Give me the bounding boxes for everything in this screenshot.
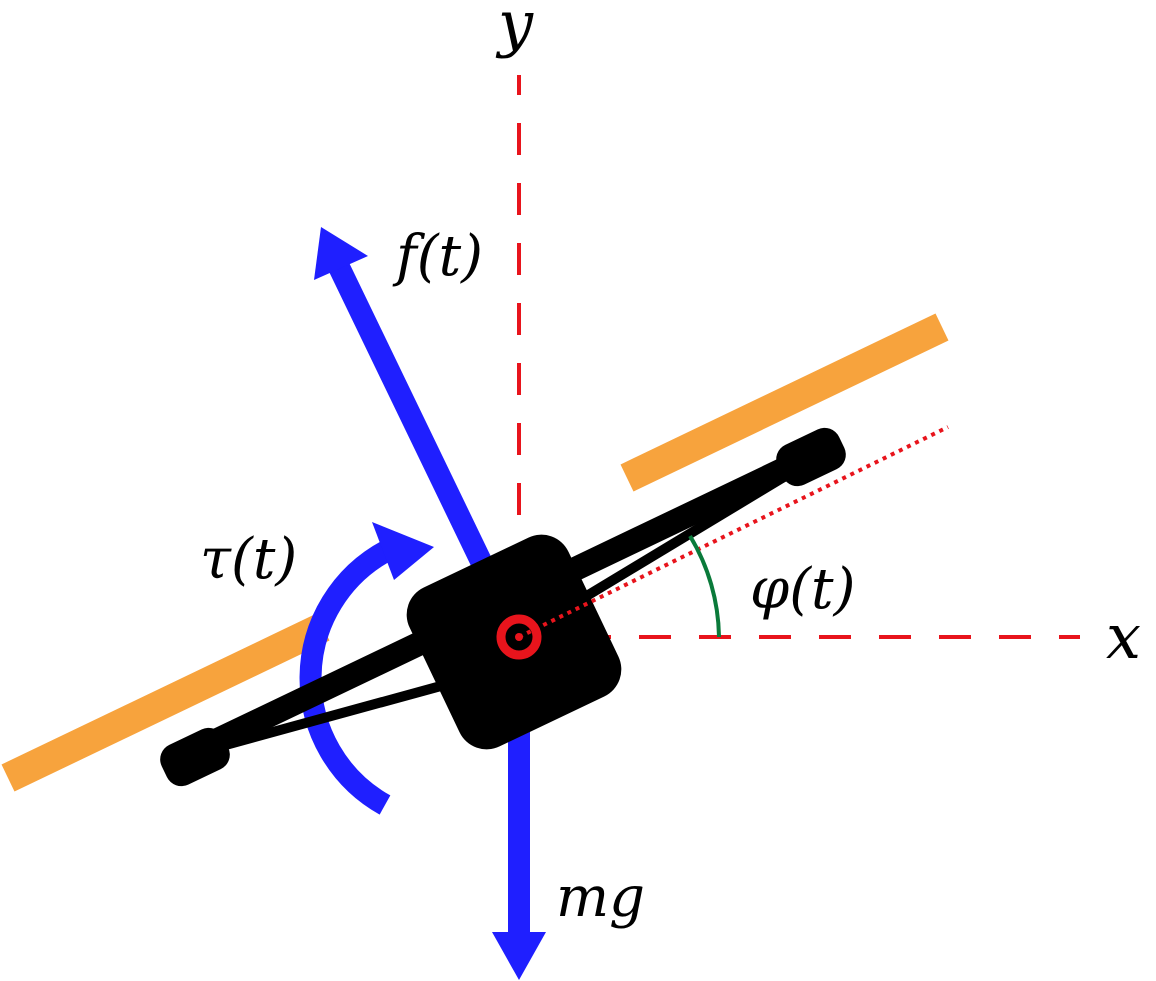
- angle-arc: [688, 534, 721, 638]
- motor-mount-left: [160, 727, 230, 787]
- torque-arrowhead: [372, 522, 434, 580]
- torque-label: τ(t): [200, 527, 297, 592]
- drone-body: [406, 534, 622, 750]
- drone-frame: [160, 427, 846, 787]
- strut-left: [198, 673, 472, 757]
- torque-arc: [299, 540, 394, 815]
- center-of-mass: [496, 614, 542, 660]
- gravity-arrowhead: [492, 932, 546, 980]
- y-axis-label: y: [495, 0, 534, 60]
- thrust-label: f(t): [392, 224, 483, 289]
- strut-right: [577, 455, 815, 605]
- body-axis-dotted: [518, 425, 949, 639]
- torque-arrow: [299, 522, 434, 815]
- angle-label: φ(t): [750, 557, 855, 622]
- rotor-right: [620, 313, 949, 492]
- motor-mount-right: [776, 427, 846, 487]
- rotor-left: [1, 613, 330, 792]
- com-dot: [515, 633, 523, 641]
- thrust-arrowhead: [314, 227, 368, 280]
- x-axis-label: x: [1106, 600, 1141, 673]
- com-ring: [496, 614, 542, 660]
- gravity-label: mg: [556, 865, 645, 930]
